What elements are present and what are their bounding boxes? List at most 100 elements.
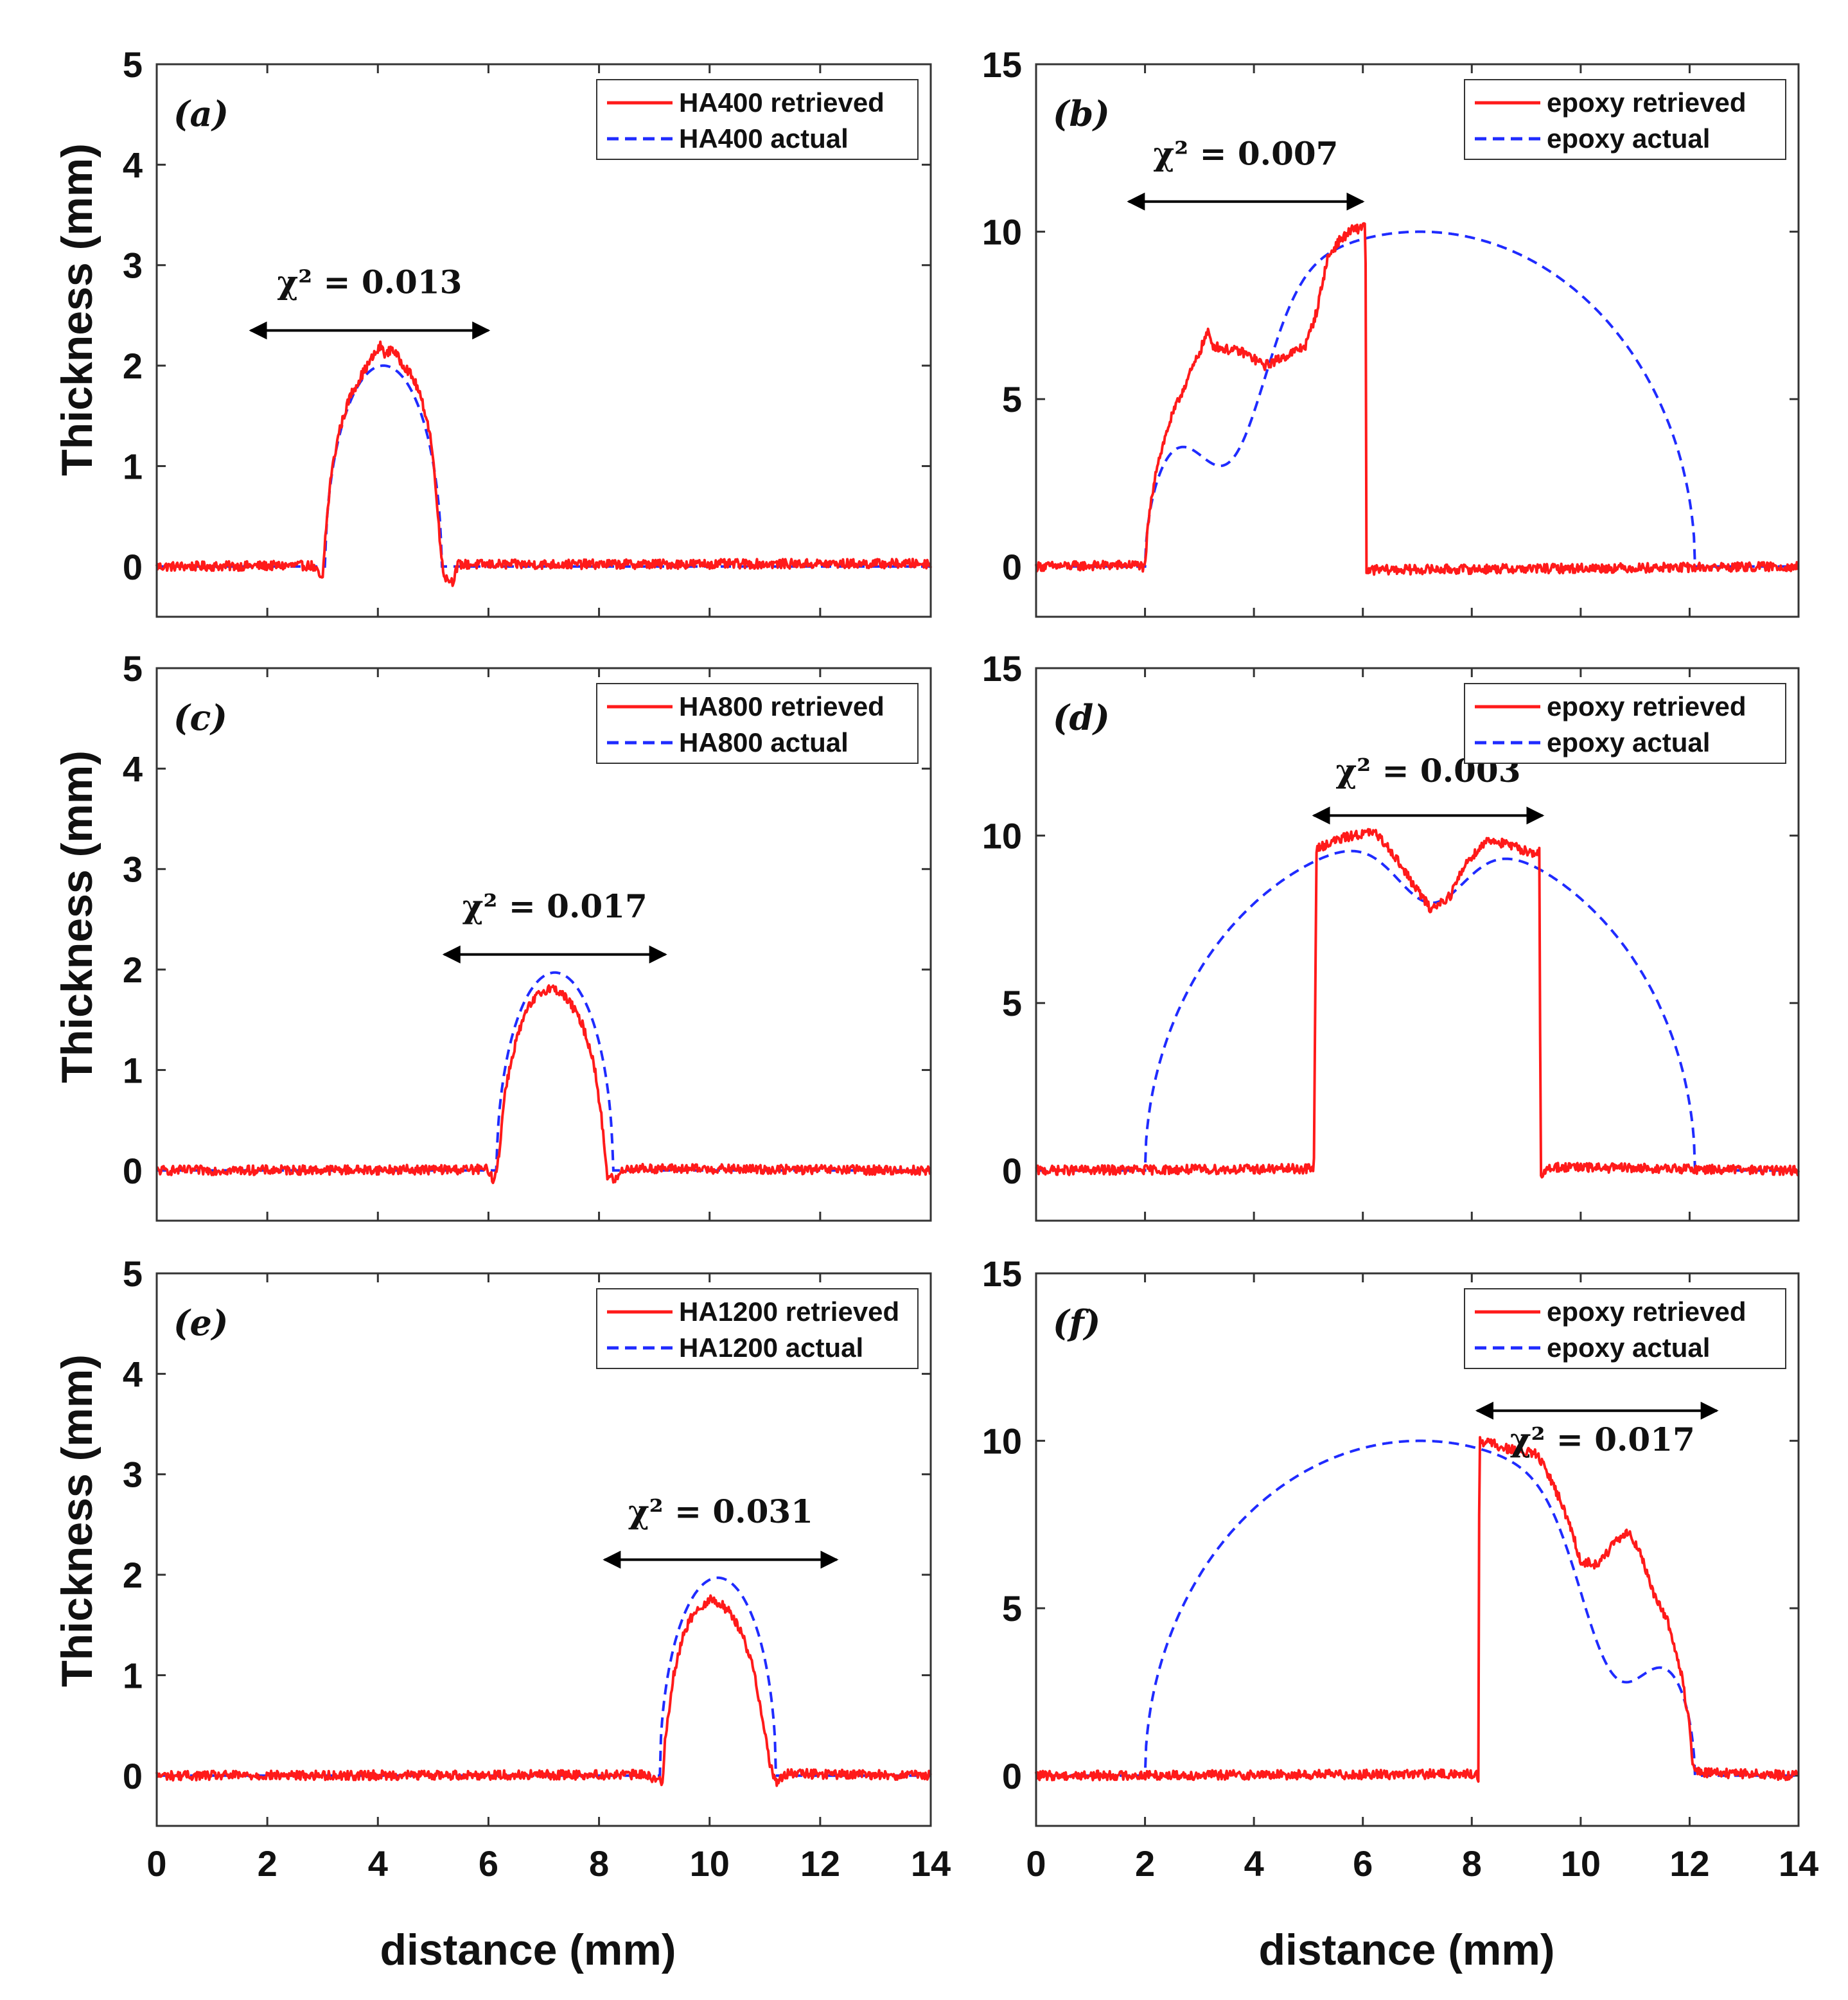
- legend-label-retrieved: HA800 retrieved: [679, 691, 884, 721]
- y-tick-label: 2: [123, 1555, 143, 1595]
- y-tick-label: 0: [1002, 1151, 1022, 1191]
- y-tick-label: 0: [1002, 1756, 1022, 1796]
- retrieved-profile-line: [156, 984, 932, 1185]
- retrieved-profile-line: [155, 341, 932, 587]
- plot-frame: [1035, 667, 1800, 1222]
- x-tick-label: 6: [1353, 1843, 1373, 1884]
- x-tick-label: 12: [800, 1843, 840, 1884]
- actual-profile-line: [1036, 230, 1799, 568]
- y-tick-label: 5: [123, 44, 143, 85]
- x-tick-label: 12: [1669, 1843, 1709, 1884]
- x-tick-label: 14: [1779, 1843, 1818, 1884]
- legend-box: [596, 79, 919, 160]
- legend-label-actual: HA400 actual: [679, 123, 849, 154]
- y-tick-label: 15: [982, 44, 1022, 85]
- y-tick-label: 0: [1002, 547, 1022, 587]
- legend-box: [596, 683, 919, 764]
- panel-label: (f): [1053, 1302, 1100, 1343]
- actual-profile-line: [157, 1576, 931, 1777]
- y-tick-label: 2: [123, 950, 143, 990]
- chi-square-label: χ² = 0.017: [1510, 1420, 1695, 1458]
- retrieved-profile-line: [1035, 1436, 1799, 1783]
- y-tick-label: 5: [123, 648, 143, 689]
- legend-label-retrieved: HA1200 retrieved: [679, 1296, 899, 1327]
- y-tick-label: 4: [123, 748, 143, 789]
- plot-frame: [1035, 63, 1800, 618]
- y-tick-label: 1: [123, 1655, 143, 1695]
- x-axis-title-right: distance (mm): [1259, 1925, 1555, 1974]
- legend-box: [1464, 683, 1786, 764]
- legend-box: [1464, 79, 1786, 160]
- x-tick-label: 0: [146, 1843, 166, 1884]
- y-tick-label: 10: [982, 212, 1022, 252]
- y-tick-label: 10: [982, 816, 1022, 856]
- panel-label: (c): [173, 697, 227, 738]
- y-tick-label: 1: [123, 446, 143, 486]
- panel-b: 0 5 10 15 (b) χ² = 0.007 epoxy retrieved epoxy …: [982, 44, 1800, 618]
- legend-label-actual: HA800 actual: [679, 727, 849, 757]
- plot-frame: [155, 63, 932, 618]
- y-tick-label: 0: [123, 547, 143, 587]
- chi-square-label: χ² = 0.007: [1153, 134, 1338, 172]
- panel-label: (a): [173, 93, 229, 134]
- y-tick-label: 4: [123, 1354, 143, 1394]
- chi-square-label: χ² = 0.017: [462, 887, 647, 925]
- y-tick-label: 1: [123, 1050, 143, 1090]
- x-tick-label: 6: [479, 1843, 498, 1884]
- x-tick-label: 2: [1135, 1843, 1155, 1884]
- actual-profile-line: [157, 364, 931, 568]
- retrieved-profile-line: [1035, 827, 1800, 1179]
- y-axis-title-top: Thickness (mm): [53, 143, 101, 476]
- y-tick-label: 0: [123, 1756, 143, 1796]
- x-tick-label: 8: [589, 1843, 609, 1884]
- panel-a: 0 1 2 3 4 5 (a) χ² = 0.013 HA400 retrieved HA400 …: [123, 44, 932, 618]
- y-axis-title-middle: Thickness (mm): [53, 750, 101, 1083]
- retrieved-profile-line: [155, 1594, 932, 1787]
- legend-label-retrieved: epoxy retrieved: [1547, 87, 1747, 118]
- y-tick-label: 5: [1002, 983, 1022, 1023]
- y-tick-label: 15: [982, 648, 1022, 689]
- panel-label: (e): [173, 1302, 228, 1343]
- legend-label-actual: epoxy actual: [1547, 1332, 1710, 1363]
- x-tick-label: 14: [911, 1843, 951, 1884]
- plot-frame: [155, 1272, 932, 1827]
- panel-label: (b): [1053, 93, 1110, 134]
- y-tick-label: 4: [123, 145, 143, 185]
- plot-frame: [155, 667, 932, 1222]
- retrieved-profile-line: [1035, 222, 1800, 576]
- x-axis-title-left: distance (mm): [380, 1925, 676, 1974]
- panel-c: 0 1 2 3 4 5 (c) χ² = 0.017 HA800 retrieved HA800 …: [123, 648, 932, 1222]
- chi-square-label: χ² = 0.031: [628, 1492, 813, 1530]
- x-tick-label: 4: [368, 1843, 388, 1884]
- y-tick-label: 3: [123, 245, 143, 286]
- y-tick-label: 5: [123, 1253, 143, 1294]
- legend-label-retrieved: epoxy retrieved: [1547, 1296, 1747, 1327]
- actual-profile-line: [1036, 1439, 1799, 1777]
- plot-frame: [1035, 1272, 1800, 1827]
- actual-profile-line: [1036, 849, 1799, 1172]
- legend-label-actual: epoxy actual: [1547, 123, 1710, 154]
- legend-box: [596, 1288, 919, 1369]
- legend-box: [1464, 1288, 1786, 1369]
- legend-label-retrieved: epoxy retrieved: [1547, 691, 1747, 721]
- chi-square-label: χ² = 0.013: [277, 263, 462, 301]
- y-tick-label: 5: [1002, 379, 1022, 420]
- y-tick-label: 0: [123, 1151, 143, 1191]
- legend-label-actual: HA1200 actual: [679, 1332, 863, 1363]
- x-tick-label: 10: [1561, 1843, 1601, 1884]
- y-tick-label: 3: [123, 849, 143, 890]
- y-tick-label: 10: [982, 1421, 1022, 1462]
- x-tick-label: 0: [1026, 1843, 1046, 1884]
- y-tick-label: 15: [982, 1253, 1022, 1294]
- legend-label-retrieved: HA400 retrieved: [679, 87, 884, 118]
- y-tick-label: 2: [123, 346, 143, 386]
- x-tick-label: 10: [690, 1843, 730, 1884]
- panel-f: 0 2 4 6 8 10 12 14 0 5 10 15 (f) χ² = 0.017 epoxy retr…: [982, 1253, 1818, 1884]
- legend-label-actual: epoxy actual: [1547, 727, 1710, 757]
- panel-label: (d): [1053, 697, 1110, 738]
- x-tick-label: 4: [1244, 1843, 1264, 1884]
